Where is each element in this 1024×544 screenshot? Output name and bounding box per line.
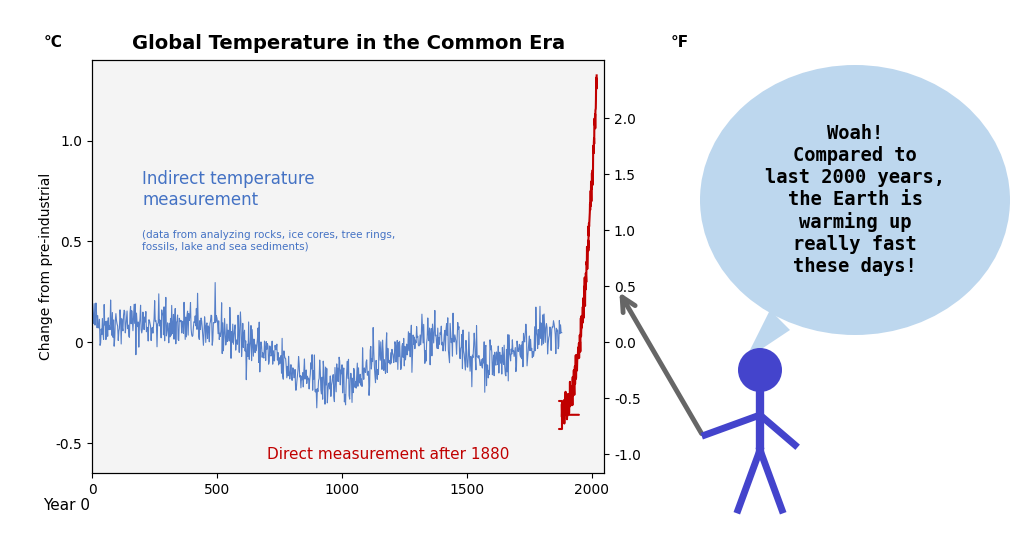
Y-axis label: Change from pre-industrial: Change from pre-industrial	[39, 173, 53, 360]
Text: (data from analyzing rocks, ice cores, tree rings,
fossils, lake and sea sedimen: (data from analyzing rocks, ice cores, t…	[142, 230, 395, 251]
Text: Indirect temperature
measurement: Indirect temperature measurement	[142, 170, 314, 209]
Ellipse shape	[700, 65, 1010, 335]
Title: Global Temperature in the Common Era: Global Temperature in the Common Era	[132, 34, 564, 53]
Text: Woah!
Compared to
last 2000 years,
the Earth is
warming up
really fast
these day: Woah! Compared to last 2000 years, the E…	[765, 124, 945, 276]
Text: °C: °C	[43, 35, 62, 51]
Polygon shape	[745, 310, 790, 360]
Text: °F: °F	[671, 35, 689, 51]
Circle shape	[738, 348, 782, 392]
Text: Year 0: Year 0	[43, 498, 90, 514]
Text: Direct measurement after 1880: Direct measurement after 1880	[267, 447, 509, 462]
